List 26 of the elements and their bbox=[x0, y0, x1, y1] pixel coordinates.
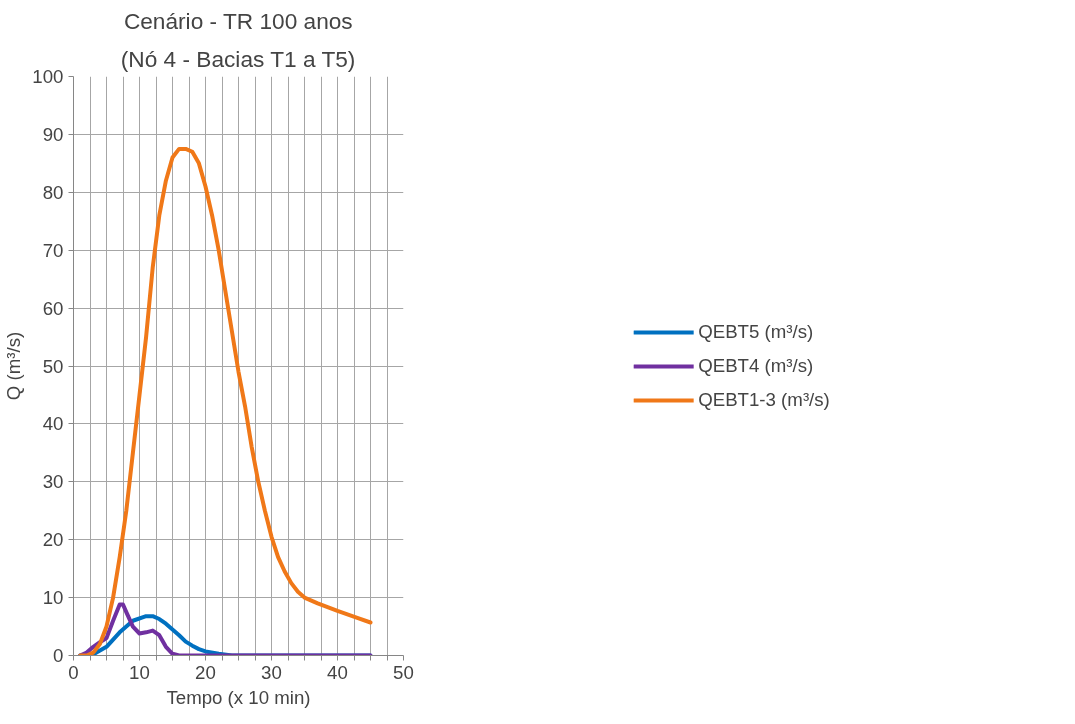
x-tick-label: 10 bbox=[129, 661, 150, 683]
y-axis-title: Q (m³/s) bbox=[3, 331, 25, 401]
y-tick-label: 80 bbox=[42, 181, 64, 203]
y-tick-label: 50 bbox=[42, 355, 64, 377]
y-tick-label: 40 bbox=[42, 413, 64, 435]
line-series bbox=[78, 146, 373, 656]
y-tick-label: 20 bbox=[42, 529, 64, 551]
legend-label: QEBT1-3 (m³/s) bbox=[698, 388, 830, 411]
chart-title: Cenário - TR 100 anos bbox=[123, 7, 353, 34]
y-tick-label: 60 bbox=[42, 297, 64, 319]
x-tick-label: 20 bbox=[195, 661, 216, 683]
chart-subtitle: (Nó 4 - Bacias T1 a T5) bbox=[120, 45, 356, 72]
y-tick-label: 90 bbox=[42, 123, 64, 145]
y-tick-label: 30 bbox=[42, 471, 64, 493]
y-tick-label: 0 bbox=[53, 645, 64, 666]
line-series bbox=[78, 602, 373, 656]
y-tick-label: 100 bbox=[32, 66, 64, 87]
y-tick-label: 10 bbox=[42, 587, 64, 609]
x-tick-label: 50 bbox=[393, 661, 414, 683]
x-axis-title: Tempo (x 10 min) bbox=[166, 686, 311, 708]
x-tick-label: 40 bbox=[327, 661, 348, 683]
y-tick-label: 70 bbox=[42, 239, 64, 261]
legend-label: QEBT5 (m³/s) bbox=[698, 320, 814, 343]
x-tick-label: 30 bbox=[261, 661, 282, 683]
legend-label: QEBT4 (m³/s) bbox=[698, 354, 814, 377]
x-tick-label: 0 bbox=[68, 661, 79, 683]
